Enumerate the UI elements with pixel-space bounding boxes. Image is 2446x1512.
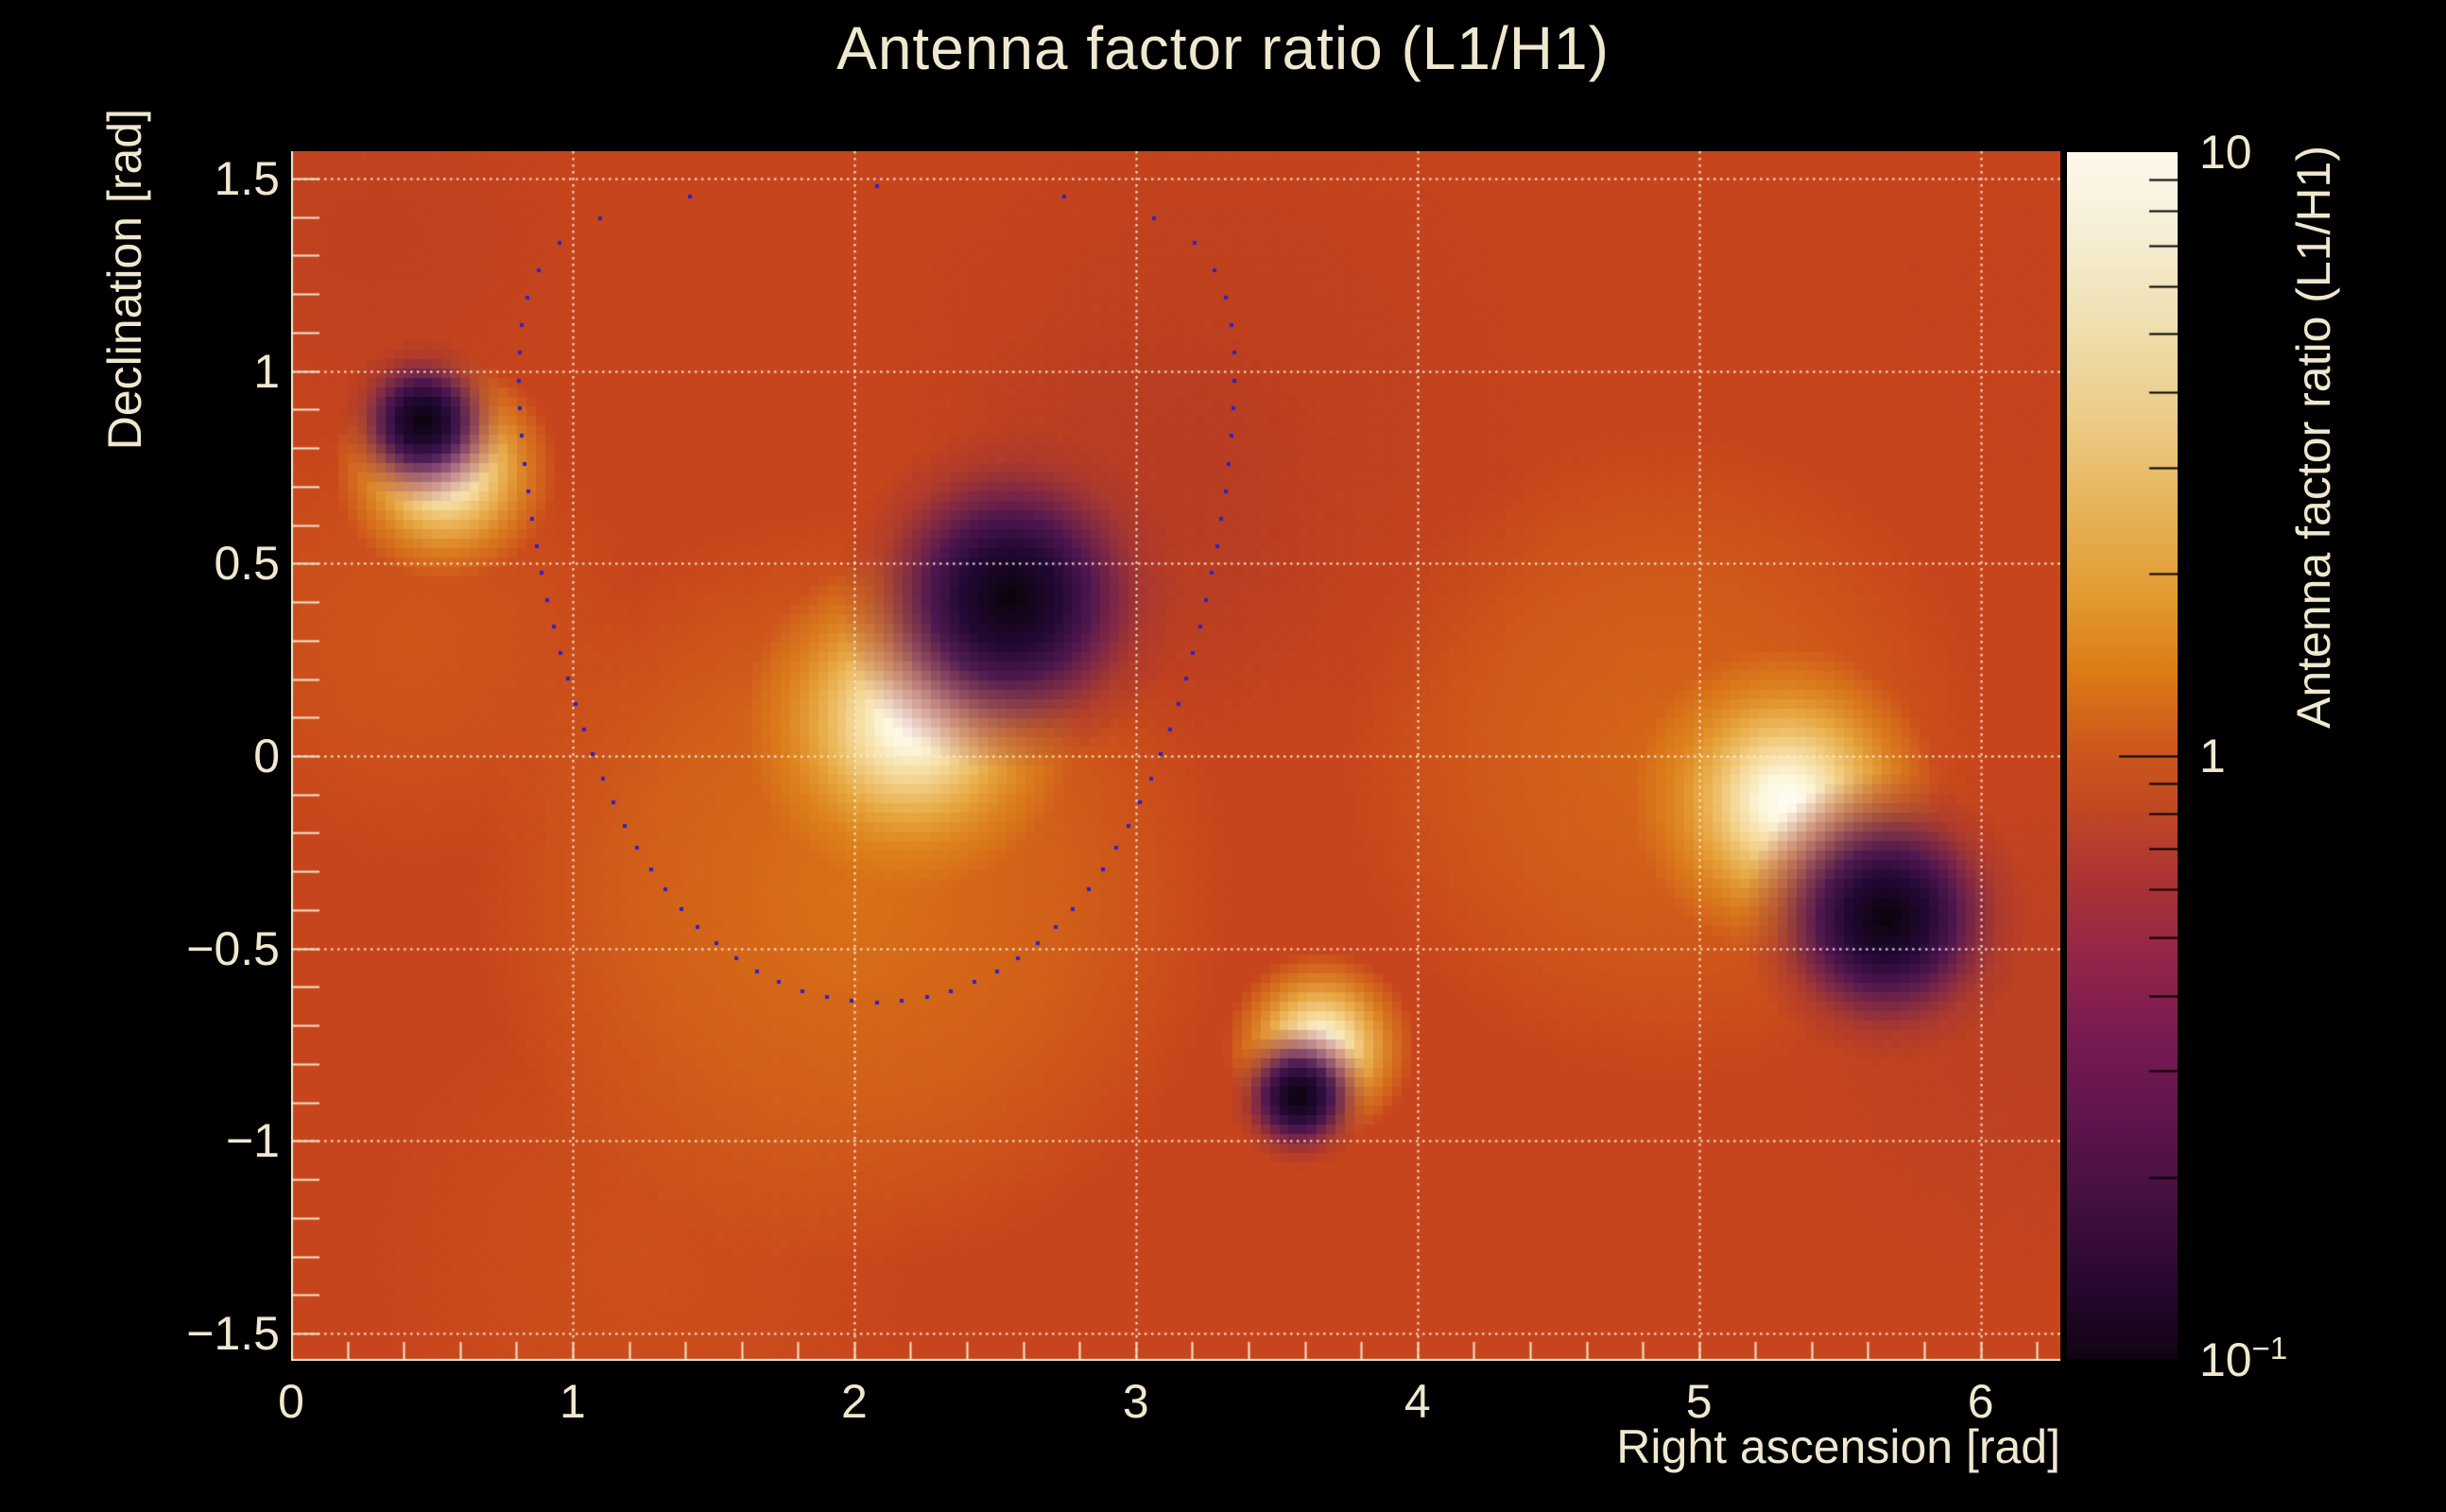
colorbar-title: Antenna factor ratio (L1/H1) [2287,146,2340,729]
y-tick-label: −1.5 [186,1307,280,1361]
y-tick-label: −1 [225,1114,280,1168]
chart-title: Antenna factor ratio (L1/H1) [836,14,1610,82]
y-tick-label: 0.5 [214,537,280,591]
y-tick-label: −0.5 [186,921,280,975]
x-tick-label: 1 [560,1375,586,1428]
x-tick-label: 3 [1122,1375,1149,1428]
x-tick-label: 5 [1685,1375,1713,1428]
y-tick-label: 1.5 [214,151,280,205]
y-tick-label: 0 [253,730,280,782]
x-tick-label: 0 [278,1375,304,1428]
heatmap-plot-area [291,151,2060,1361]
colorbar-tick-label: 10−1 [2199,1331,2288,1386]
y-tick-label: 1 [253,344,280,398]
x-tick-label: 4 [1404,1375,1431,1428]
x-axis-title: Right ascension [rad] [1616,1420,2060,1473]
x-tick-label: 2 [840,1375,868,1428]
colorbar [2067,152,2178,1359]
x-tick-label: 6 [1967,1375,1994,1428]
colorbar-tick-label: 1 [2199,729,2226,782]
colorbar-tick-label: 10 [2199,126,2252,179]
